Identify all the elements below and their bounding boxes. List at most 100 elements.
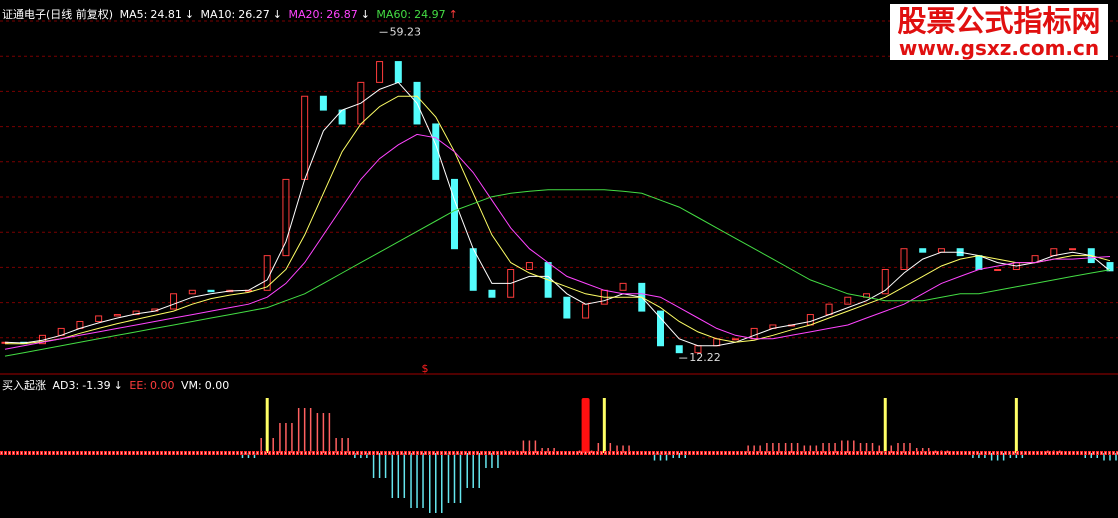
candle [432, 123, 440, 180]
candle [1106, 262, 1114, 272]
indicator-bar [285, 423, 287, 453]
ma-line [5, 95, 1111, 345]
indicator-bar [316, 413, 319, 453]
indicator-bar [1090, 453, 1093, 458]
indicator-bar [279, 423, 281, 453]
indicator-bar [447, 453, 450, 503]
candle [919, 248, 927, 253]
indicator-bar [397, 453, 400, 498]
ma-line [4, 133, 1111, 350]
extreme-label: 59.23 [390, 25, 422, 38]
indicator-bar [834, 443, 836, 453]
indicator-bar [391, 453, 394, 498]
indicator-bar [441, 453, 443, 513]
ma-line [4, 189, 1111, 357]
indicator-bar [1084, 453, 1087, 458]
candle [994, 269, 1002, 272]
indicator-bar [772, 443, 774, 453]
field-name: VM: [181, 379, 202, 392]
indicator-bar [653, 453, 656, 461]
buy-signal [883, 398, 887, 453]
ma-line [4, 81, 1111, 347]
indicator-bar [909, 443, 911, 453]
buy-signal [265, 398, 269, 453]
indicator-bar [322, 413, 325, 453]
indicator-bar [778, 443, 780, 453]
title: 证通电子(日线 前复权) [2, 8, 114, 21]
candle [675, 345, 683, 354]
indicator-bar [297, 408, 300, 453]
candle [525, 262, 533, 271]
field-value: 0.00 [204, 379, 230, 392]
indicator-bar [435, 453, 437, 513]
legend-name: MA60: [376, 8, 412, 21]
candle [170, 293, 178, 310]
indicator-bar [609, 443, 612, 453]
indicator-bar [996, 453, 999, 461]
indicator-bar [865, 443, 868, 453]
indicator-bar [1021, 453, 1024, 458]
indicator-bar [453, 453, 456, 503]
watermark: 股票公式指标网 www.gsxz.com.cn [890, 4, 1108, 60]
indicator-bar [309, 408, 312, 453]
indicator-bar [241, 453, 244, 458]
candle [1050, 248, 1058, 257]
indicator-bar [522, 440, 525, 453]
indicator-bar [590, 450, 593, 453]
indicator-bar [672, 453, 674, 458]
indicator-bar [622, 445, 624, 453]
indicator-bar [547, 448, 549, 453]
candle [488, 289, 496, 298]
indicator-bar [921, 448, 924, 453]
indicator-bar [497, 453, 499, 468]
candle [301, 95, 309, 180]
indicator-bar [659, 453, 662, 461]
candle [806, 314, 814, 326]
indicator-bar [478, 453, 480, 488]
indicator-bar [422, 453, 424, 508]
indicator-bar [416, 453, 418, 508]
rise-signal [581, 398, 590, 453]
indicator-bar [822, 443, 824, 453]
candle [881, 269, 889, 295]
indicator-bar [303, 408, 306, 453]
indicator-bar [372, 453, 375, 478]
field-name: EE: [129, 379, 147, 392]
indicator-bar [347, 438, 349, 453]
field-name: AD3: [52, 379, 80, 392]
indicator-title: 买入起涨 [2, 379, 46, 392]
watermark-title: 股票公式指标网 [897, 4, 1101, 38]
indicator-bar [984, 453, 986, 458]
indicator-bar [360, 453, 362, 458]
candle [582, 303, 590, 319]
indicator-bar [972, 453, 974, 458]
indicator-bar [747, 445, 749, 453]
indicator-bar [665, 453, 668, 461]
candle [975, 255, 983, 271]
indicator-bar [1115, 453, 1117, 461]
indicator-bar [809, 445, 812, 453]
indicator-bar [1009, 453, 1012, 458]
candle [1069, 248, 1077, 251]
indicator-bar [410, 453, 412, 508]
candle [394, 61, 402, 83]
indicator-bar [1059, 450, 1061, 453]
indicator-bar [366, 453, 368, 458]
legend-name: MA5: [119, 8, 148, 21]
indicator-bar [341, 438, 343, 453]
indicator-bar [915, 448, 918, 453]
buy-signal [1014, 398, 1018, 453]
indicator-bar [803, 445, 806, 453]
candle [469, 248, 477, 291]
candle [619, 282, 627, 291]
indicator-bar [272, 438, 274, 453]
indicator-bar [853, 440, 855, 453]
field-value: -1.39 [82, 379, 111, 392]
indicator-bar [828, 443, 830, 453]
indicator-bar [260, 438, 262, 453]
candle [563, 296, 571, 319]
indicator-bar [328, 413, 331, 453]
indicator-bar [291, 423, 293, 453]
price-header: 证通电子(日线 前复权) MA5: 24.81 ↓ MA10: 26.27 ↓ MA20… [2, 6, 461, 22]
